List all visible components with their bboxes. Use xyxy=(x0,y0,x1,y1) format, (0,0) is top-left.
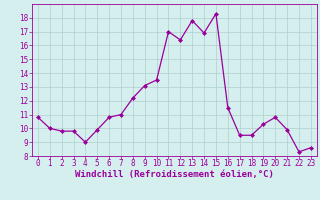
X-axis label: Windchill (Refroidissement éolien,°C): Windchill (Refroidissement éolien,°C) xyxy=(75,170,274,179)
